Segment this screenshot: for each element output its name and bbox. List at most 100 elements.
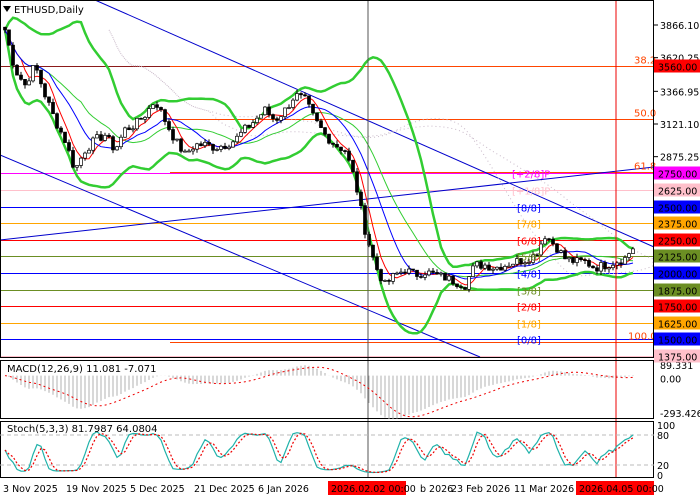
candle <box>35 65 39 71</box>
candle <box>115 146 119 151</box>
candle <box>603 262 607 270</box>
candle <box>187 150 191 153</box>
stoch-panel-frame <box>0 421 654 478</box>
candle <box>39 69 43 85</box>
candle <box>415 269 419 277</box>
candle <box>143 116 147 120</box>
candle <box>23 79 27 86</box>
price-axis[interactable]: 3866.10 3620.25 3366.95 3121.10 2875.25 2750.… <box>654 21 700 364</box>
candle <box>607 267 611 270</box>
price-box <box>654 266 700 280</box>
candle <box>507 265 511 268</box>
murrey-label: [8/8] <box>517 204 541 215</box>
candle <box>379 269 383 282</box>
candle <box>163 109 167 122</box>
candle <box>395 272 399 275</box>
candle <box>447 275 451 281</box>
price-box-label: 2250.00 <box>658 237 697 248</box>
candle <box>419 276 423 278</box>
candle <box>47 96 51 103</box>
candle <box>531 254 535 263</box>
candle <box>207 141 211 145</box>
candle <box>279 116 283 121</box>
price-box-label: 1625.00 <box>658 320 697 331</box>
murrey-label: [+1/8]P <box>512 187 550 198</box>
candle <box>335 144 339 148</box>
macd-panel: 89.331 0.00 -293.426 <box>4 361 700 420</box>
time-tick-label: 11 Mar 2026 <box>514 484 574 495</box>
candle <box>327 133 331 144</box>
candle <box>55 113 59 129</box>
candle <box>63 131 67 143</box>
price-box <box>654 233 700 247</box>
candle <box>627 253 631 258</box>
candle <box>375 256 379 270</box>
candle <box>203 141 207 147</box>
time-cursor-label: 2026.04.05 00:00 <box>579 484 664 495</box>
candle <box>87 149 91 154</box>
candle <box>339 146 343 151</box>
candle <box>219 145 223 150</box>
candle <box>631 248 635 254</box>
candle <box>71 150 75 168</box>
fib-label: 38.2 <box>634 56 656 67</box>
main-panel-frame <box>0 0 654 358</box>
price-tick-label: 2875.25 <box>660 153 699 164</box>
candle <box>463 287 467 290</box>
price-box <box>654 249 700 263</box>
candle <box>539 243 543 256</box>
candle <box>471 265 475 277</box>
price-box-label: 1750.00 <box>658 303 697 314</box>
macd-signal-line <box>4 366 634 418</box>
candle <box>535 254 539 257</box>
candle <box>99 134 103 141</box>
candle <box>175 138 179 141</box>
bollinger-lower <box>3 29 634 335</box>
price-tick-label: 3121.10 <box>660 120 699 131</box>
murrey-label: [6/8] <box>517 237 541 248</box>
trend-lines <box>0 0 655 358</box>
bollinger-upper <box>3 16 634 269</box>
candle <box>383 280 387 282</box>
triangle-down-icon[interactable] <box>3 6 11 12</box>
candle <box>103 134 107 141</box>
candle <box>275 118 279 121</box>
candle <box>259 114 263 119</box>
candle <box>295 93 299 101</box>
murrey-labels: [+2/8]P [+1/8]P [8/8] [7/8] [6/8] [5/8] [4/8] [… <box>512 170 550 347</box>
price-box <box>654 316 700 330</box>
trendline-upper[interactable] <box>94 0 655 248</box>
macd-tick-label: -293.426 <box>660 409 700 420</box>
candle <box>271 114 275 120</box>
candle <box>155 104 159 108</box>
candle <box>591 265 595 269</box>
candle <box>323 127 327 135</box>
candle <box>543 238 547 245</box>
candle <box>315 112 319 122</box>
trendline-lower[interactable] <box>0 154 481 358</box>
trendline-rising[interactable] <box>0 166 655 241</box>
time-tick-label: 23 Feb 2026 <box>451 484 510 495</box>
candle <box>119 136 123 148</box>
candle <box>227 146 231 149</box>
candle <box>499 266 503 271</box>
candle <box>527 262 531 264</box>
price-box-label: 2125.00 <box>658 253 697 264</box>
time-tick-label: 21 Dec 2025 <box>194 484 255 495</box>
fib-labels: 38.2 50.0 61.8 100.0 <box>628 56 657 343</box>
time-axis[interactable]: 3 Nov 2025 19 Nov 2025 5 Dec 2025 21 Dec 20… <box>3 481 664 495</box>
candle <box>387 280 391 282</box>
stoch-tick-label: 20 <box>657 461 669 472</box>
candle <box>311 103 315 114</box>
candle <box>331 142 335 145</box>
candle <box>195 143 199 150</box>
price-box-label: 1875.00 <box>658 287 697 298</box>
candle <box>391 273 395 282</box>
time-tick-label: b 2026 <box>420 484 453 495</box>
candle <box>167 121 171 130</box>
candle <box>503 265 507 271</box>
candle <box>403 271 407 274</box>
candle <box>215 149 219 151</box>
murrey-label: [1/8] <box>517 320 541 331</box>
